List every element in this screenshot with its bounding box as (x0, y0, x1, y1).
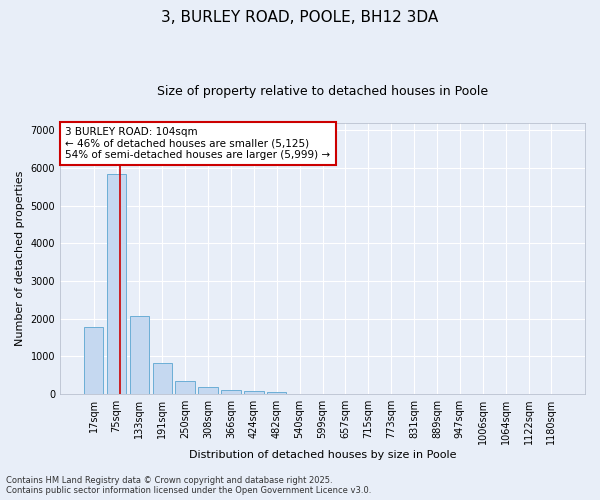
Bar (199, 387, 218, 394)
Bar (244, 390, 263, 394)
Text: Contains HM Land Registry data © Crown copyright and database right 2025.
Contai: Contains HM Land Registry data © Crown c… (6, 476, 371, 495)
Bar (152, 363, 172, 394)
Text: 3 BURLEY ROAD: 104sqm
← 46% of detached houses are smaller (5,125)
54% of semi-d: 3 BURLEY ROAD: 104sqm ← 46% of detached … (65, 127, 331, 160)
Y-axis label: Number of detached properties: Number of detached properties (15, 170, 25, 346)
Text: 3, BURLEY ROAD, POOLE, BH12 3DA: 3, BURLEY ROAD, POOLE, BH12 3DA (161, 10, 439, 25)
Bar (130, 316, 149, 394)
X-axis label: Distribution of detached houses by size in Poole: Distribution of detached houses by size … (189, 450, 456, 460)
Bar (267, 392, 286, 394)
Bar (107, 174, 126, 394)
Bar (175, 382, 195, 394)
Title: Size of property relative to detached houses in Poole: Size of property relative to detached ho… (157, 85, 488, 98)
Bar (221, 390, 241, 394)
Bar (84, 327, 103, 394)
